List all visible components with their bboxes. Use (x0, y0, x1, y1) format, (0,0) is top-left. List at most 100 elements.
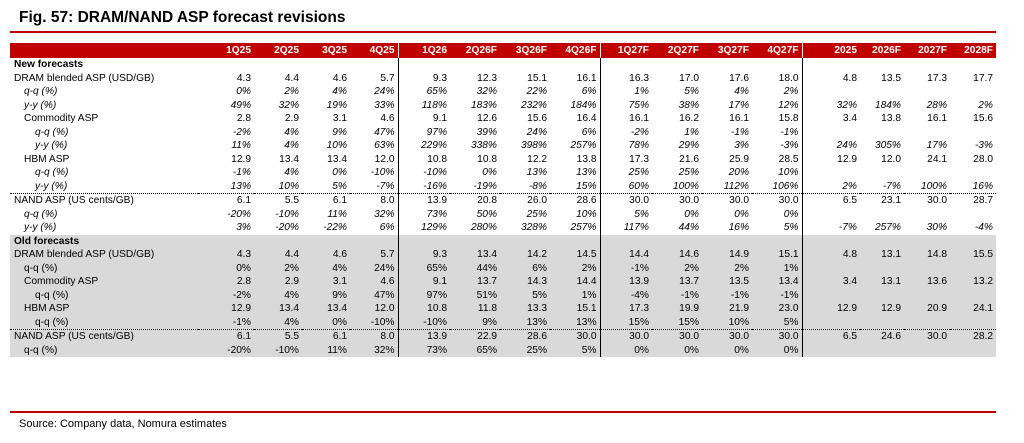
table-cell: 30.0 (752, 329, 803, 344)
row-label: q-q (%) (10, 288, 198, 302)
table-cell: 14.3 (500, 275, 550, 289)
table-cell: 51% (450, 288, 500, 302)
table-cell: 6% (350, 221, 399, 235)
table-row: q-q (%) -20% -10% 11% 32% 73% 50% 25% 10% 5% 0% 0% 0… (10, 207, 996, 222)
table-cell: 6.1 (198, 329, 254, 344)
table-cell: 24.1 (950, 302, 996, 316)
table-cell: 10% (702, 315, 752, 330)
table-row: NAND ASP (US cents/GB) 6.1 5.5 6.1 8.0 13.9 20… (10, 193, 996, 208)
table-cell (904, 343, 950, 357)
table-cell (254, 234, 302, 248)
table-cell: 13.4 (279, 153, 299, 165)
table-cell: -4% (974, 222, 993, 234)
table-cell: 2.9 (254, 275, 302, 289)
table-cell: 32% (278, 99, 299, 111)
table-cell (802, 85, 860, 99)
table-cell: 5.5 (284, 195, 299, 207)
table-cell: 11% (231, 140, 251, 152)
table-cell (860, 58, 904, 72)
table-cell: -1% (752, 125, 803, 139)
table-cell: 10.8 (477, 153, 497, 165)
table-cell: 30.0 (729, 195, 749, 207)
row-label: y-y (%) (24, 99, 57, 111)
table-cell: 9.1 (398, 275, 450, 289)
row-label: y-y (%) (35, 140, 68, 152)
row-label: q-q (%) (10, 343, 198, 357)
table-cell: 0% (652, 343, 702, 357)
table-cell (860, 288, 904, 302)
table-cell: 30.0 (752, 193, 803, 208)
table-cell: 25% (526, 208, 547, 220)
table-cell: 25% (500, 343, 550, 357)
table-cell: 12.0 (881, 153, 901, 165)
table-row: Commodity ASP 2.8 2.9 3.1 4.6 9.1 13.7 14.3 14.4… (10, 275, 996, 289)
table-cell: 30.0 (927, 195, 947, 207)
table-cell: 30.0 (652, 329, 702, 344)
table-cell: 16% (950, 179, 996, 194)
table-row: y-y (%) 3% -20% -22% 6% 129% 280% 328% 257% 117% 4… (10, 221, 996, 235)
table-cell: 13.8 (881, 113, 901, 125)
table-cell: 4% (254, 315, 302, 330)
table-cell: 23.1 (881, 195, 901, 207)
table-cell: 328% (520, 222, 547, 234)
table-cell (600, 234, 652, 248)
column-header: 3Q25 (302, 43, 350, 58)
row-label: y-y (%) (10, 179, 198, 194)
table-cell: 13% (500, 315, 550, 330)
table-row: HBM ASP 12.9 13.4 13.4 12.0 10.8 11.8 13.3 15.1 1… (10, 302, 996, 316)
table-cell: 16.1 (729, 113, 749, 125)
table-cell (802, 166, 860, 180)
table-cell: -22% (323, 222, 347, 234)
table-cell: 6.5 (802, 329, 860, 344)
table-cell: 13.1 (860, 275, 904, 289)
table-cell: 257% (874, 222, 901, 234)
table-cell: 5% (684, 86, 699, 98)
table-cell: 17.3 (600, 302, 652, 316)
table-cell: 4% (332, 86, 347, 98)
table-cell: 9% (450, 315, 500, 330)
column-header: 4Q26F (550, 43, 601, 58)
table-cell: 4.4 (254, 248, 302, 262)
table-cell: 2% (802, 179, 860, 194)
table-cell: -4% (600, 288, 652, 302)
table-cell: 28.2 (950, 329, 996, 344)
table-cell: -20% (275, 222, 299, 234)
table-cell: 5.7 (350, 71, 399, 85)
table-cell (904, 315, 950, 330)
table-cell: -2% (198, 288, 254, 302)
table-cell: -1% (730, 126, 749, 138)
table-cell: 118% (421, 99, 447, 111)
table-row: q-q (%) -20% -10% 11% 32% 73% 65% 25% 5% 0% 0% 0% 0% (10, 343, 996, 357)
table-cell (860, 166, 904, 180)
table-cell: 44% (678, 222, 699, 234)
table-cell: 30.0 (550, 329, 601, 344)
table-cell: 6% (500, 261, 550, 275)
figure-title: Fig. 57: DRAM/NAND ASP forecast revision… (19, 9, 346, 26)
table-cell: 17.3 (927, 72, 947, 84)
table-cell: 9.3 (432, 72, 447, 84)
table-cell: 24% (350, 261, 399, 275)
table-cell: 9.1 (432, 113, 447, 125)
table-cell: 13.7 (652, 275, 702, 289)
table-cell: 4% (302, 261, 350, 275)
table-cell: 78% (628, 140, 649, 152)
column-header: 4Q27F (752, 43, 803, 58)
table-cell: 19.9 (652, 302, 702, 316)
table-cell: 29% (678, 140, 699, 152)
table-cell: 13.3 (500, 302, 550, 316)
table-cell: 2% (652, 261, 702, 275)
table-cell (950, 208, 996, 222)
table-cell: -2% (232, 126, 251, 138)
table-cell: 25% (678, 167, 699, 179)
table-cell: 5% (752, 221, 803, 235)
table-cell: 20.9 (904, 302, 950, 316)
table-cell (904, 58, 950, 72)
table-cell: 11% (302, 343, 350, 357)
header-corner (10, 43, 198, 58)
table-cell: 12.9 (860, 302, 904, 316)
table-cell: 16.1 (927, 113, 947, 125)
table-cell: 0% (600, 343, 652, 357)
table-cell: 12.2 (527, 153, 547, 165)
column-header: 2026F (860, 43, 904, 58)
table-cell: 2% (752, 85, 803, 99)
